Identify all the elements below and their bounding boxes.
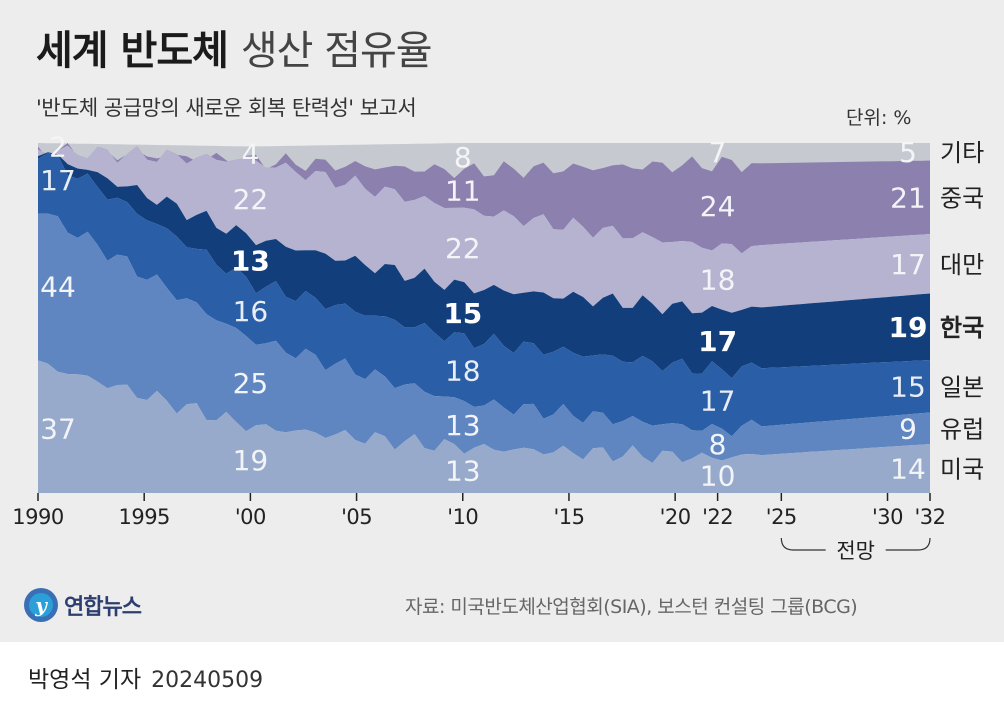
- data-label-europe-1990: 44: [40, 271, 76, 304]
- data-label-china-2032: 21: [890, 181, 926, 214]
- reporter-name: 박영석 기자: [28, 667, 142, 693]
- data-label-usa-2010: 13: [445, 454, 481, 487]
- data-label-usa-2032: 14: [890, 453, 926, 486]
- data-label-europe-2022: 8: [709, 428, 727, 461]
- legend-label-other: 기타: [940, 139, 984, 167]
- x-tick-label-2022: '22: [702, 505, 733, 529]
- forecast-label: 전망: [836, 539, 875, 563]
- data-label-china-2022: 24: [700, 190, 736, 223]
- x-tick-label-2010: '10: [447, 505, 478, 529]
- area-other: [38, 143, 930, 178]
- x-tick-label-2025: '25: [766, 505, 797, 529]
- title-light: 생산 점유율: [240, 28, 433, 74]
- area-usa: [38, 360, 930, 493]
- data-label-usa-2000: 19: [233, 444, 269, 477]
- data-label-other-2010: 8: [454, 141, 472, 174]
- data-label-china-2010: 11: [445, 174, 481, 207]
- byline: 박영석 기자 20240509: [28, 660, 263, 694]
- data-label-korea-2000: 13: [231, 244, 270, 277]
- legend-label-taiwan: 대만: [940, 251, 984, 279]
- data-label-japan-2010: 18: [445, 355, 481, 388]
- data-label-europe-2032: 9: [899, 412, 917, 445]
- data-label-taiwan-2032: 17: [890, 248, 926, 281]
- data-label-korea-2022: 17: [698, 325, 737, 358]
- chart-subtitle: '반도체 공급망의 새로운 회복 탄력성' 보고서: [36, 96, 417, 120]
- legend-label-korea: 한국: [940, 314, 984, 342]
- legend-label-europe: 유럽: [940, 415, 984, 443]
- data-label-korea-2032: 19: [889, 311, 928, 344]
- area-taiwan: [38, 145, 930, 315]
- area-korea: [38, 152, 930, 379]
- x-tick-label-2015: '15: [554, 505, 585, 529]
- yonhap-logo-icon: y: [24, 588, 58, 622]
- data-label-japan-2022: 17: [700, 384, 736, 417]
- publish-date: 20240509: [151, 668, 264, 693]
- data-label-other-1990: 2: [49, 131, 67, 164]
- footer-bar: 박영석 기자 20240509: [0, 642, 1004, 708]
- area-japan: [38, 152, 930, 437]
- data-label-japan-2000: 16: [233, 295, 269, 328]
- legend-label-usa: 미국: [940, 456, 984, 484]
- data-label-taiwan-2000: 22: [233, 183, 269, 216]
- area-europe: [38, 213, 930, 463]
- data-label-japan-1990: 17: [40, 164, 76, 197]
- svg-text:y: y: [34, 593, 48, 617]
- chart-title: 세계 반도체 생산 점유율: [36, 18, 433, 76]
- legend-label-japan: 일본: [940, 373, 984, 401]
- x-tick-label-2032: '32: [915, 505, 946, 529]
- x-tick-label-1995: 1995: [118, 505, 169, 529]
- data-label-other-2000: 4: [241, 138, 259, 171]
- legend-label-china: 중국: [940, 184, 984, 212]
- x-tick-label-2000: '00: [235, 505, 266, 529]
- x-tick-label-2030: '30: [872, 505, 903, 529]
- x-tick-label-1990: 1990: [12, 505, 63, 529]
- data-label-taiwan-2010: 22: [445, 232, 481, 265]
- unit-label: 단위: %: [846, 107, 912, 129]
- area-china: [38, 143, 930, 254]
- data-label-europe-2010: 13: [445, 409, 481, 442]
- forecast-label-bg: [825, 536, 886, 562]
- data-label-other-2032: 5: [899, 136, 917, 169]
- data-label-other-2022: 7: [709, 136, 727, 169]
- data-label-europe-2000: 25: [233, 367, 269, 400]
- data-label-usa-1990: 37: [40, 412, 76, 445]
- title-bold: 세계 반도체: [36, 28, 229, 74]
- x-tick-label-2005: '05: [341, 505, 372, 529]
- yonhap-logo: y 연합뉴스: [22, 586, 142, 624]
- logo-text: 연합뉴스: [64, 595, 142, 620]
- source-note: 자료: 미국반도체산업협회(SIA), 보스턴 컨설팅 그룹(BCG): [405, 596, 858, 618]
- x-tick-label-2020: '20: [660, 505, 691, 529]
- data-label-japan-2032: 15: [890, 370, 926, 403]
- data-label-usa-2022: 10: [700, 460, 736, 493]
- data-label-korea-2010: 15: [443, 297, 482, 330]
- data-label-taiwan-2022: 18: [700, 264, 736, 297]
